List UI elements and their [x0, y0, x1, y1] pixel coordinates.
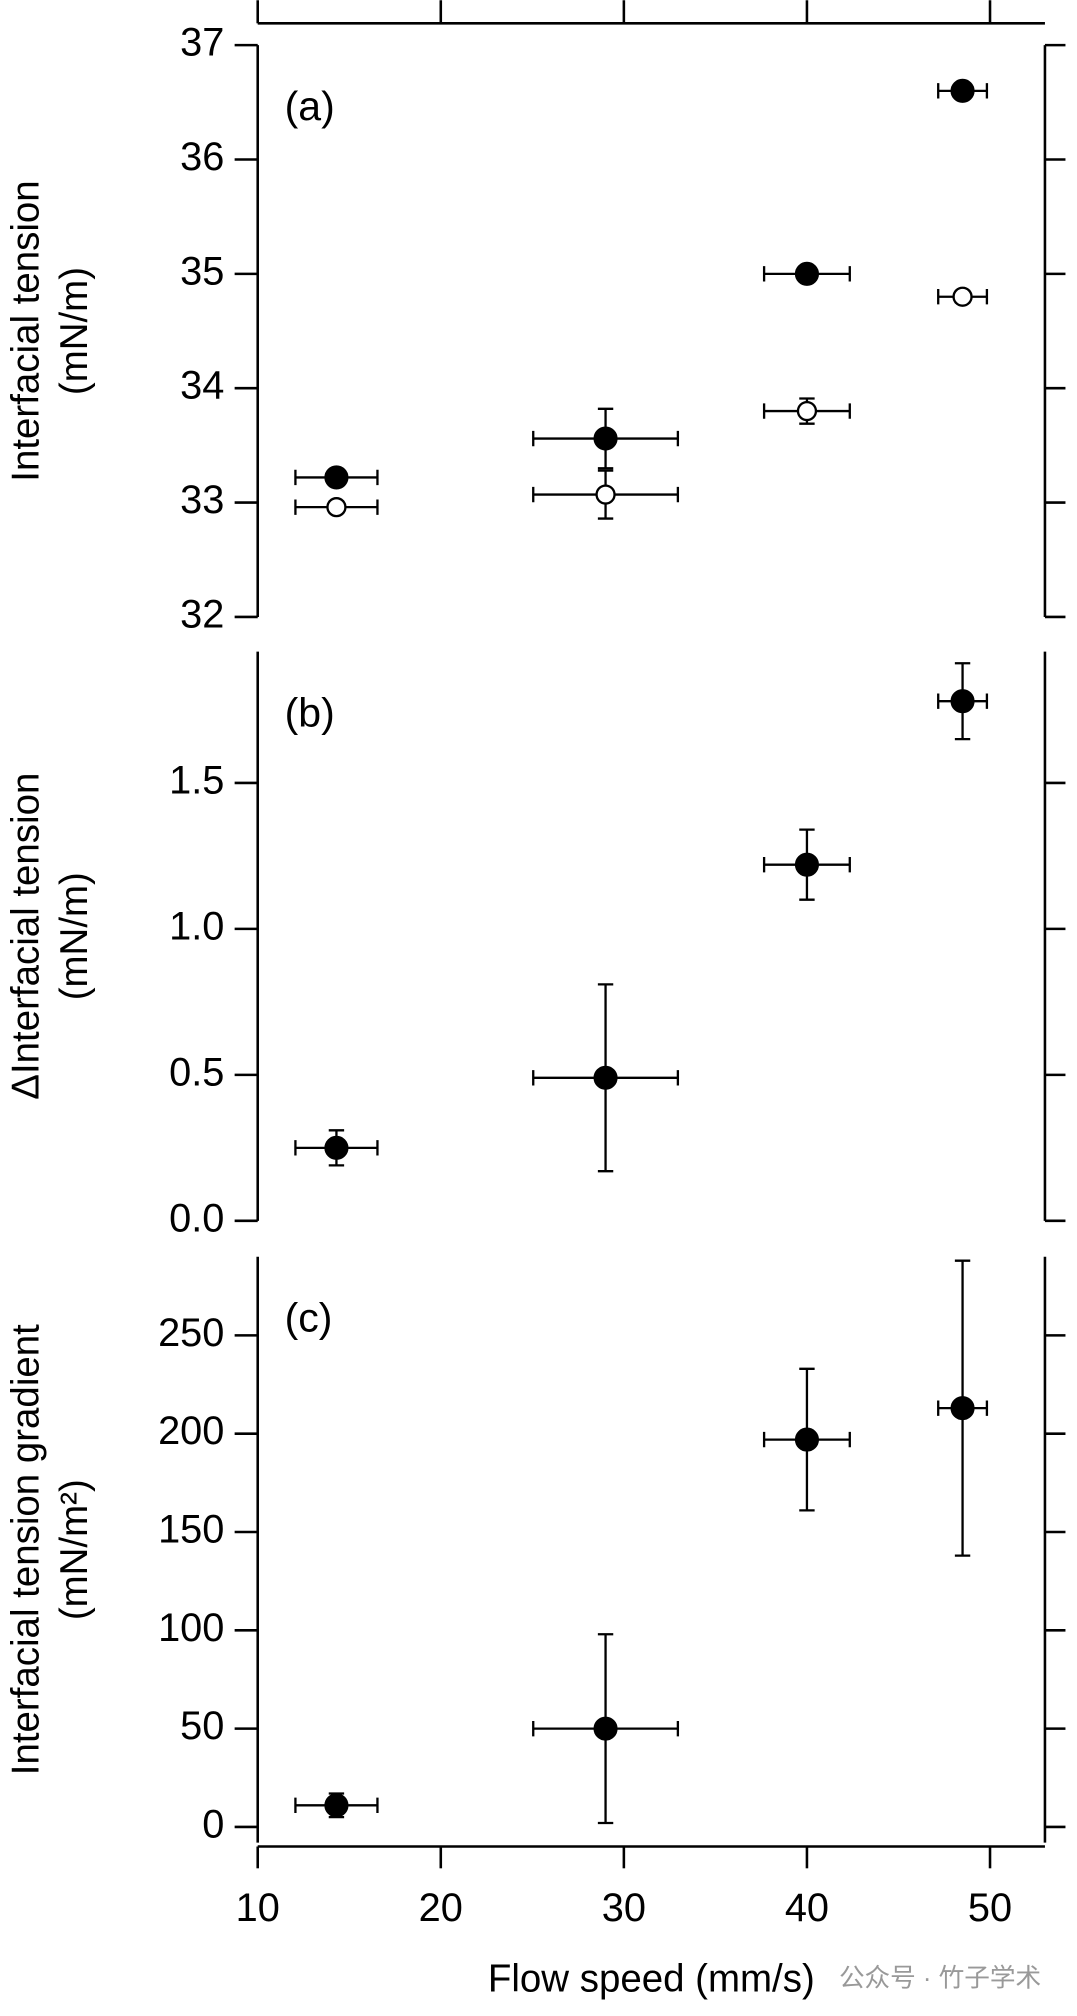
x-tick-label: 20: [419, 1886, 463, 1930]
point: [324, 465, 349, 490]
y-tick-label: 33: [180, 478, 224, 522]
y-axis-label: (mN/m): [53, 872, 96, 1000]
point: [593, 1716, 618, 1741]
y-tick-label: 1.0: [169, 904, 224, 948]
panel-label: (c): [285, 1295, 333, 1341]
point: [794, 1427, 819, 1452]
point: [950, 1396, 975, 1421]
x-tick-label: 30: [602, 1886, 646, 1930]
watermark: 公众号 · 竹子学术: [839, 1964, 1041, 1993]
y-tick-label: 32: [180, 592, 224, 636]
y-tick-label: 37: [180, 21, 224, 65]
y-tick-label: 0: [202, 1802, 224, 1846]
point: [796, 400, 818, 422]
point: [324, 1793, 349, 1818]
point: [595, 484, 616, 505]
x-axis-label: Flow speed (mm/s): [488, 1957, 815, 2000]
y-tick-label: 150: [158, 1508, 224, 1552]
x-tick-label: 50: [968, 1886, 1012, 1930]
point: [794, 261, 819, 286]
y-axis-label: (mN/m²): [53, 1479, 96, 1620]
y-tick-label: 36: [180, 135, 224, 179]
y-tick-label: 200: [158, 1409, 224, 1453]
y-axis-label: ΔInterfacial tension: [4, 773, 47, 1100]
point: [324, 1135, 349, 1160]
y-tick-label: 250: [158, 1311, 224, 1355]
y-tick-label: 1.5: [169, 758, 224, 802]
panel-label: (b): [285, 689, 335, 735]
point: [794, 852, 819, 877]
y-tick-label: 100: [158, 1606, 224, 1650]
point: [593, 1065, 618, 1090]
point: [593, 426, 618, 451]
y-tick-label: 0.0: [169, 1196, 224, 1240]
y-axis-label: Interfacial tension gradient: [4, 1324, 47, 1775]
y-axis-label: (mN/m): [53, 267, 96, 395]
x-tick-label: 40: [785, 1886, 829, 1930]
y-tick-label: 50: [180, 1704, 224, 1748]
point: [950, 78, 975, 103]
point: [952, 286, 973, 307]
point: [950, 689, 975, 714]
y-tick-label: 34: [180, 364, 224, 408]
x-tick-label: 10: [236, 1886, 280, 1930]
y-tick-label: 0.5: [169, 1050, 224, 1094]
panel-label: (a): [285, 83, 335, 129]
y-axis-label: Interfacial tension: [4, 180, 47, 481]
y-tick-label: 35: [180, 249, 224, 293]
point: [326, 497, 347, 518]
